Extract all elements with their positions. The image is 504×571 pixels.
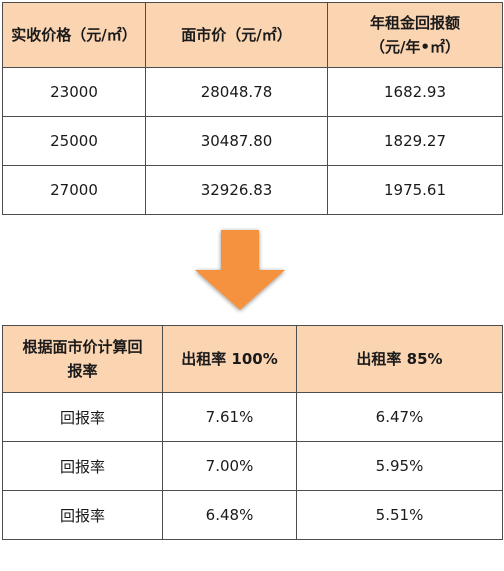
cell-market-price: 28048.78 [145,67,328,117]
header-actual-price: 实收价格（元/㎡） [2,2,146,68]
cell-rate-85: 5.95% [296,441,503,491]
cell-actual-price: 23000 [2,67,146,117]
cell-label: 回报率 [2,490,163,540]
down-arrow-icon [190,226,290,316]
cell-annual-rent-return: 1975.61 [327,165,503,215]
cell-market-price: 30487.80 [145,116,328,166]
header-annual-rent-return: 年租金回报额 （元/年•㎡） [327,2,503,68]
cell-rate-100: 7.00% [162,441,297,491]
cell-actual-price: 25000 [2,116,146,166]
table-header-row: 根据面市价计算回 报率 出租率 100% 出租率 85% [2,325,503,393]
table-row: 27000 32926.83 1975.61 [2,165,503,215]
table-row: 回报率 6.48% 5.51% [2,490,503,540]
return-rate-table: 根据面市价计算回 报率 出租率 100% 出租率 85% 回报率 7.61% 6… [2,325,503,540]
table-row: 回报率 7.00% 5.95% [2,441,503,491]
table-header-row: 实收价格（元/㎡） 面市价（元/㎡） 年租金回报额 （元/年•㎡） [2,2,503,68]
header-market-price: 面市价（元/㎡） [145,2,328,68]
cell-rate-100: 6.48% [162,490,297,540]
cell-annual-rent-return: 1829.27 [327,116,503,166]
table-row: 25000 30487.80 1829.27 [2,116,503,166]
table-row: 23000 28048.78 1682.93 [2,67,503,117]
cell-label: 回报率 [2,441,163,491]
header-occupancy-85: 出租率 85% [296,325,503,393]
header-occupancy-100: 出租率 100% [162,325,297,393]
rental-price-table: 实收价格（元/㎡） 面市价（元/㎡） 年租金回报额 （元/年•㎡） 23000 … [2,2,503,215]
header-return-basis: 根据面市价计算回 报率 [2,325,163,393]
cell-label: 回报率 [2,392,163,442]
cell-rate-85: 6.47% [296,392,503,442]
cell-rate-85: 5.51% [296,490,503,540]
cell-actual-price: 27000 [2,165,146,215]
table-row: 回报率 7.61% 6.47% [2,392,503,442]
cell-rate-100: 7.61% [162,392,297,442]
cell-market-price: 32926.83 [145,165,328,215]
cell-annual-rent-return: 1682.93 [327,67,503,117]
